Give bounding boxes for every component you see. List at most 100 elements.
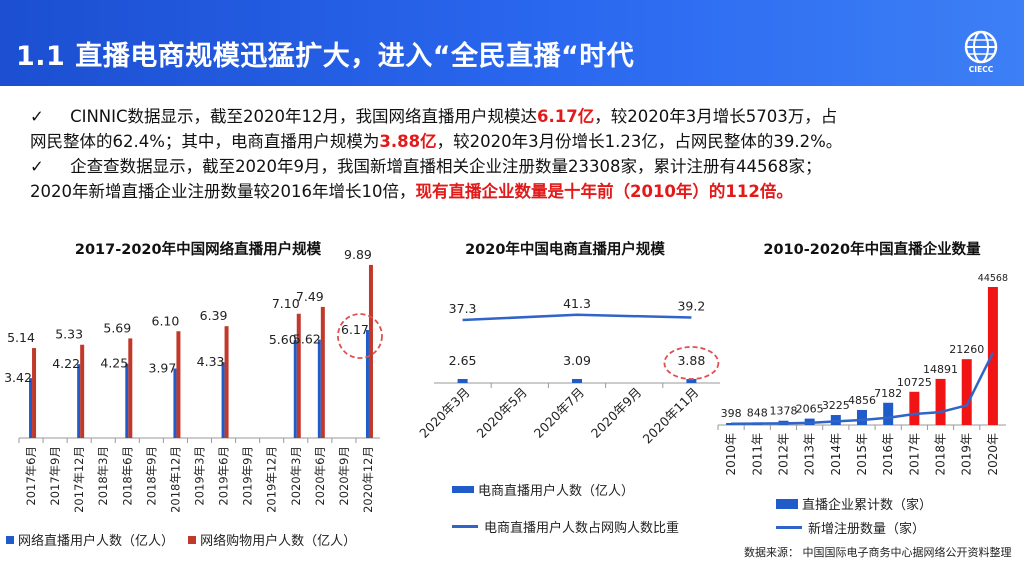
chart1-bar-live <box>173 368 177 438</box>
chart2-bar-label: 3.09 <box>563 353 591 368</box>
chart3-bar <box>883 402 894 425</box>
chart1-bar-live <box>77 364 81 438</box>
chart1-category-label: 2020年9月 <box>337 446 351 506</box>
chart1-highlight-circle <box>337 313 383 359</box>
legend-swatch-bar <box>452 486 474 493</box>
chart1-label-live: 4.22 <box>52 356 80 371</box>
chart2-bar-label: 3.88 <box>677 353 705 368</box>
chart1-bar-live <box>365 330 369 438</box>
chart1-label-live: 6.17 <box>341 322 369 337</box>
chart3-bar-label: 10725 <box>897 376 932 389</box>
bullet-1-text-a: CINNIC数据显示，截至2020年12月，我国网络直播用户规模达 <box>70 107 538 126</box>
chart1-bar-shop <box>176 331 181 438</box>
chart1-category-label: 2017年6月 <box>24 446 38 506</box>
bullet-2-line-1: ✓ 企查查数据显示，截至2020年9月，我国新增直播相关企业注册数量23308家… <box>30 154 1005 179</box>
chart1-bar-shop <box>296 313 301 438</box>
chart1-category-label: 2017年9月 <box>48 446 62 506</box>
chart2-bar-label: 2.65 <box>449 353 477 368</box>
chart3-category-label: 2017年 <box>907 433 921 476</box>
chart1-bar-shop <box>224 326 229 438</box>
chart1-label-shop: 6.39 <box>200 308 228 323</box>
chart1-label-shop: 6.10 <box>152 313 180 328</box>
chart3-bar-label: 44568 <box>978 273 1008 284</box>
check-icon: ✓ <box>30 107 44 126</box>
header-bar: 1.1 直播电商规模迅猛扩大，进入“全民直播“时代 CIECC <box>0 0 1024 86</box>
chart3-bar-label: 4856 <box>848 394 876 407</box>
chart1-category-label: 2020年6月 <box>313 446 327 506</box>
chart1-category-label: 2020年3月 <box>289 446 303 506</box>
chart3-bar <box>726 423 737 425</box>
chart1-label-live: 5.60 <box>269 332 297 347</box>
chart3-bar-label: 3225 <box>822 399 850 412</box>
chart1-category-label: 2019年12月 <box>265 446 279 513</box>
chart1-label-live: 4.33 <box>197 354 225 369</box>
chart1-label-shop: 7.10 <box>272 296 300 311</box>
chart3-category-label: 2019年 <box>960 433 974 476</box>
chart2-line-label: 37.3 <box>449 301 477 316</box>
chart3-bar-label: 1378 <box>769 405 797 418</box>
chart1-bar-live <box>293 340 297 438</box>
chart1-label-live: 3.97 <box>149 361 177 376</box>
chart1-category-label: 2017年12月 <box>72 446 86 513</box>
chart3-category-label: 2011年 <box>750 433 764 476</box>
chart1-category-label: 2018年6月 <box>120 446 134 506</box>
chart1-label-shop: 7.49 <box>296 289 324 304</box>
bullet-2-text-a: 企查查数据显示，截至2020年9月，我国新增直播相关企业注册数量23308家，累… <box>70 157 822 176</box>
logo-text: CIECC <box>969 65 994 74</box>
chart3-bar-label: 14891 <box>923 363 958 376</box>
chart3-legend-label-1: 直播企业累计数（家） <box>802 498 933 513</box>
chart1-category-label: 2020年12月 <box>361 446 375 513</box>
bullet-list: ✓ CINNIC数据显示，截至2020年12月，我国网络直播用户规模达6.17亿… <box>30 104 1005 204</box>
chart3-bar-label: 2065 <box>796 403 824 416</box>
chart1-bar-shop <box>32 348 37 438</box>
chart2-legend-label-2: 电商直播用户人数占网购人数比重 <box>484 521 680 536</box>
chart2-bar <box>457 379 468 383</box>
chart3-category-label: 2015年 <box>855 433 869 476</box>
chart2-bar <box>686 379 697 383</box>
bullet-1-line-1: ✓ CINNIC数据显示，截至2020年12月，我国网络直播用户规模达6.17亿… <box>30 104 1005 129</box>
chart1-category-label: 2019年9月 <box>241 446 255 506</box>
chart2-legend-line: 电商直播用户人数占网购人数比重 <box>452 517 689 536</box>
chart1-bar-shop <box>368 264 373 438</box>
chart2-legend-item-1: 电商直播用户人数（亿人） <box>452 480 634 499</box>
chart1-bar-shop <box>320 306 325 438</box>
chart1-label-live: 5.62 <box>293 332 321 347</box>
chart3-category-label: 2016年 <box>881 433 895 476</box>
chart1-label-shop: 5.14 <box>7 330 35 345</box>
bullet-1-highlight-b: 3.88亿 <box>379 132 437 151</box>
chart3-legend-label-2: 新增注册数量（家） <box>808 522 926 537</box>
chart1-label-shop: 9.89 <box>344 247 372 262</box>
chart1-category-label: 2019年3月 <box>193 446 207 506</box>
legend-swatch-bar <box>776 498 798 509</box>
chart1-category-label: 2018年3月 <box>96 446 110 506</box>
chart1-label-shop: 5.33 <box>55 327 83 342</box>
bullet-1-text-d: ，较2020年3月份增长1.23亿，占网民整体的39.2%。 <box>436 132 843 151</box>
chart3-category-label: 2012年 <box>776 433 790 476</box>
bullet-2-text-b: 2020年新增直播企业注册数量较2016年增长10倍， <box>30 182 416 201</box>
chart1-category-label: 2019年6月 <box>217 446 231 506</box>
chart2-legend-label-1: 电商直播用户人数（亿人） <box>478 484 635 499</box>
chart1-bar-shop <box>80 344 85 438</box>
chart3-bar <box>987 287 998 425</box>
chart2-line-label: 41.3 <box>563 296 591 311</box>
chart1-legend-item-2: 网络购物用户人数（亿人） <box>188 530 356 549</box>
chart3-bar <box>830 415 841 425</box>
chart1-bar-live <box>221 362 225 438</box>
bullet-2-highlight: 现有直播企业数量是十年前（2010年）的112倍。 <box>415 182 793 201</box>
chart1-legend-label-1: 网络直播用户人数（亿人） <box>18 534 175 549</box>
chart3-bar <box>961 359 972 425</box>
chart3-category-label: 2010年 <box>724 433 738 476</box>
data-source-note: 数据来源： 中国国际电子商务中心据网络公开资料整理 <box>744 546 1012 559</box>
bullet-1-highlight-a: 6.17亿 <box>537 107 595 126</box>
chart1-bar-live <box>317 339 321 438</box>
chart3-title: 2010-2020年中国直播企业数量 <box>763 242 981 258</box>
chart3-bar-label: 848 <box>747 406 768 419</box>
legend-swatch-line <box>776 526 802 529</box>
legend-swatch-blue <box>6 535 14 544</box>
chart1-category-label: 2018年9月 <box>144 446 158 506</box>
chart1-bar-live <box>29 378 33 438</box>
chart2-legend-item-2: 电商直播用户人数占网购人数比重 <box>452 517 679 536</box>
chart3-bar <box>857 409 867 425</box>
